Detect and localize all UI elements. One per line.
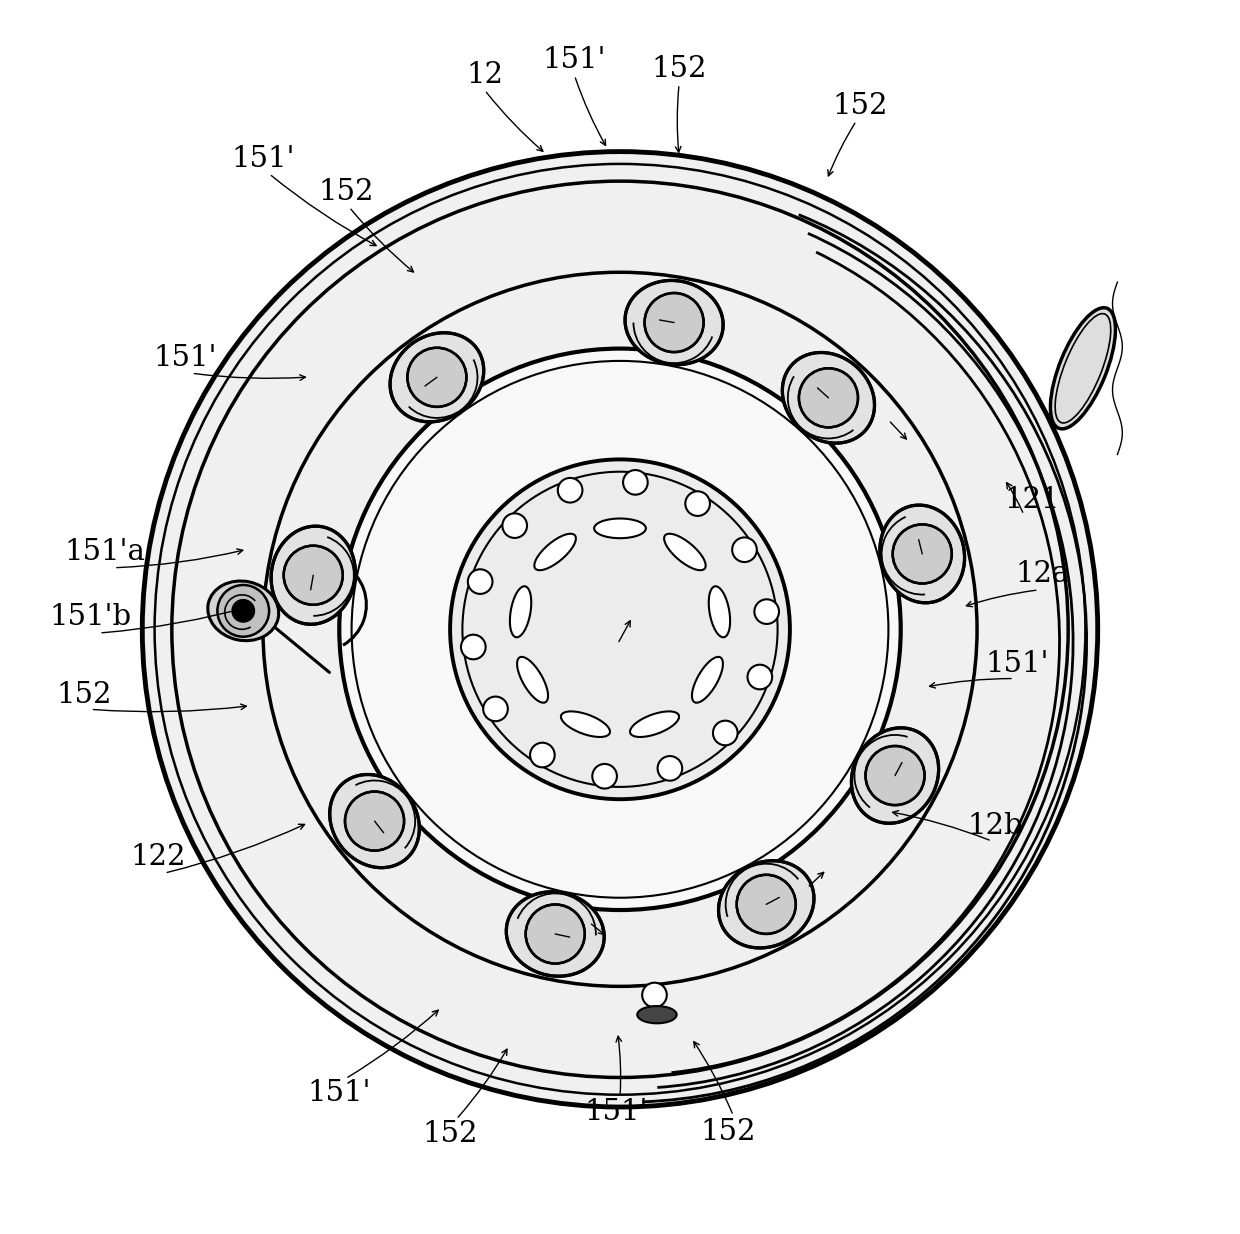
Circle shape bbox=[484, 696, 508, 721]
Circle shape bbox=[713, 721, 738, 745]
Text: 12: 12 bbox=[466, 62, 503, 89]
Circle shape bbox=[645, 292, 703, 352]
Ellipse shape bbox=[1050, 307, 1116, 429]
Ellipse shape bbox=[692, 656, 723, 702]
Text: 152: 152 bbox=[319, 178, 374, 206]
Circle shape bbox=[345, 791, 404, 850]
Ellipse shape bbox=[594, 518, 646, 538]
Circle shape bbox=[143, 152, 1097, 1107]
Circle shape bbox=[526, 905, 585, 964]
Text: 122: 122 bbox=[130, 843, 186, 871]
Text: 152: 152 bbox=[832, 93, 888, 120]
Ellipse shape bbox=[534, 534, 575, 570]
Circle shape bbox=[467, 569, 492, 594]
Ellipse shape bbox=[625, 280, 723, 365]
Ellipse shape bbox=[718, 861, 813, 948]
Ellipse shape bbox=[880, 505, 965, 602]
Circle shape bbox=[799, 368, 858, 427]
Ellipse shape bbox=[637, 1006, 677, 1023]
Circle shape bbox=[502, 513, 527, 538]
Text: 152: 152 bbox=[423, 1120, 477, 1148]
Text: 12b: 12b bbox=[967, 812, 1023, 840]
Text: 152: 152 bbox=[57, 681, 112, 708]
Ellipse shape bbox=[782, 353, 874, 443]
Text: 151': 151' bbox=[231, 144, 295, 173]
Circle shape bbox=[284, 545, 342, 605]
Ellipse shape bbox=[272, 526, 356, 624]
Ellipse shape bbox=[852, 728, 939, 823]
Text: 151'a: 151'a bbox=[64, 538, 146, 565]
Circle shape bbox=[893, 524, 952, 584]
Circle shape bbox=[622, 470, 647, 495]
Text: 151': 151' bbox=[986, 650, 1049, 677]
Circle shape bbox=[748, 665, 773, 690]
Circle shape bbox=[461, 634, 486, 659]
Circle shape bbox=[754, 600, 779, 624]
Ellipse shape bbox=[517, 656, 548, 702]
Circle shape bbox=[558, 478, 583, 502]
Circle shape bbox=[686, 491, 711, 516]
Text: 151': 151' bbox=[543, 47, 606, 74]
Text: 151': 151' bbox=[154, 344, 217, 373]
Ellipse shape bbox=[330, 775, 419, 868]
Text: 151': 151' bbox=[308, 1080, 371, 1107]
Ellipse shape bbox=[391, 333, 484, 422]
Circle shape bbox=[450, 459, 790, 800]
Ellipse shape bbox=[560, 711, 610, 737]
Circle shape bbox=[217, 585, 269, 637]
Ellipse shape bbox=[665, 534, 706, 570]
Text: 152: 152 bbox=[701, 1118, 756, 1145]
Ellipse shape bbox=[510, 586, 531, 637]
Ellipse shape bbox=[506, 892, 604, 976]
Circle shape bbox=[866, 747, 925, 805]
Circle shape bbox=[737, 875, 796, 934]
Circle shape bbox=[657, 756, 682, 781]
Text: 152: 152 bbox=[651, 56, 707, 83]
Circle shape bbox=[408, 348, 466, 407]
Ellipse shape bbox=[208, 581, 279, 640]
Circle shape bbox=[529, 743, 554, 768]
Ellipse shape bbox=[630, 711, 680, 737]
Circle shape bbox=[340, 348, 900, 909]
Text: 151'b: 151'b bbox=[50, 603, 131, 631]
Text: 151': 151' bbox=[584, 1098, 649, 1125]
Circle shape bbox=[593, 764, 618, 789]
Text: 121: 121 bbox=[1004, 486, 1060, 515]
Text: 12a: 12a bbox=[1016, 560, 1070, 587]
Circle shape bbox=[732, 538, 756, 561]
Ellipse shape bbox=[709, 586, 730, 637]
Circle shape bbox=[642, 982, 667, 1007]
Circle shape bbox=[232, 600, 254, 622]
